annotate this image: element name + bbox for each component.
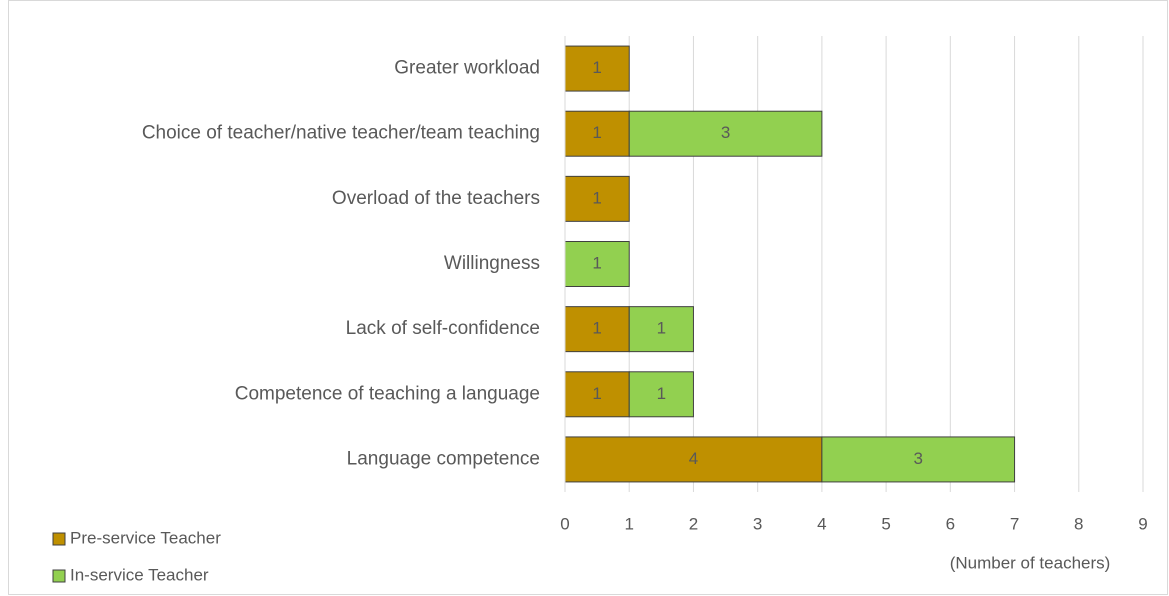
bar [628,110,823,157]
data-label: 1 [592,188,601,207]
x-tick-label: 6 [946,514,955,533]
y-tick-label: Greater workload [394,58,540,79]
x-tick-label: 5 [881,514,890,533]
bar [564,306,630,353]
legend-swatch [52,569,66,583]
y-tick-label: Willingness [444,253,540,274]
legend-swatch [52,532,66,546]
legend-label: In-service Teacher [70,565,209,584]
data-label: 1 [592,123,601,142]
x-tick-label: 3 [753,514,762,533]
y-tick-label: Overload of the teachers [332,188,540,209]
data-label: 1 [592,253,601,272]
bar [821,436,1016,483]
data-label: 1 [657,384,666,403]
legend-label: Pre-service Teacher [70,528,221,547]
data-label: 1 [657,319,666,338]
x-tick-label: 8 [1074,514,1083,533]
data-label: 3 [913,449,922,468]
x-tick-label: 7 [1010,514,1019,533]
bar [564,45,630,92]
data-label: 3 [721,123,730,142]
chart-frame [8,0,1168,595]
data-label: 4 [689,449,698,468]
bar [628,371,694,418]
data-label: 1 [592,384,601,403]
x-tick-label: 9 [1138,514,1147,533]
x-axis-label: (Number of teachers) [950,553,1111,572]
data-label: 1 [592,58,601,77]
x-tick-label: 4 [817,514,826,533]
bar [628,306,694,353]
x-tick-label: 1 [624,514,633,533]
bar [564,110,630,157]
y-tick-label: Competence of teaching a language [235,383,540,404]
x-tick-label: 2 [689,514,698,533]
y-tick-label: Choice of teacher/native teacher/team te… [142,123,540,144]
x-tick-label: 0 [560,514,569,533]
bar [564,371,630,418]
y-tick-label: Language competence [347,448,540,469]
y-tick-label: Lack of self-confidence [346,318,540,339]
data-label: 1 [592,319,601,338]
